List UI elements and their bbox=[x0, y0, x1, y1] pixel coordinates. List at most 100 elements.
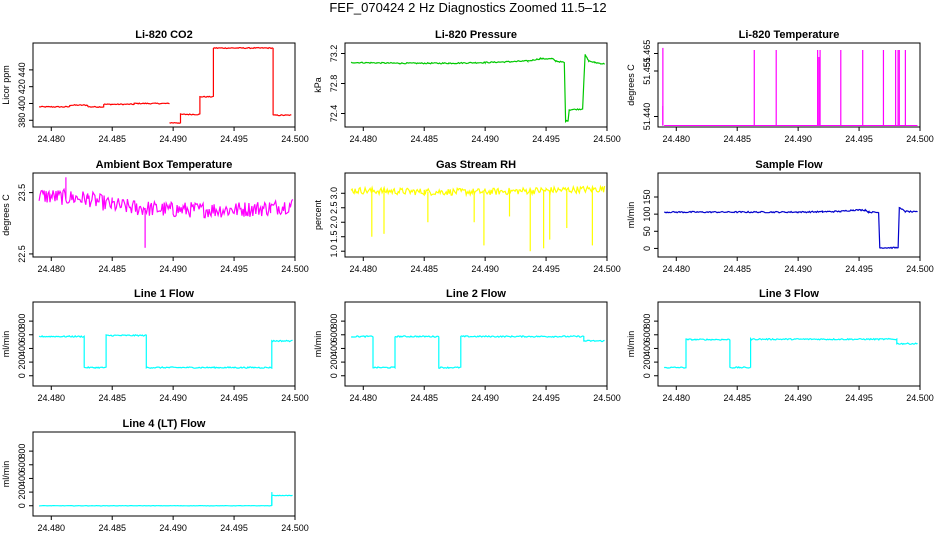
x-tick-label: 24.485 bbox=[410, 134, 438, 144]
series-line bbox=[169, 46, 292, 124]
y-tick-label: 600 bbox=[329, 327, 339, 342]
y-tick-label: 380 bbox=[17, 113, 27, 128]
series-line bbox=[664, 336, 918, 369]
y-tick-label: 200 bbox=[642, 355, 652, 370]
x-tick-label: 24.500 bbox=[281, 393, 309, 403]
x-tick-label: 24.490 bbox=[159, 523, 187, 533]
panel-8: Line 2 Flow ml/min 24.480 24.485 24.490 24.49… bbox=[313, 288, 621, 403]
panel-3: Li-820 Temperature degrees C 24.480 24.485 2… bbox=[626, 29, 934, 144]
series-layer bbox=[350, 335, 605, 370]
x-tick-label: 24.490 bbox=[784, 134, 812, 144]
x-tick-label: 24.480 bbox=[350, 264, 378, 274]
series-line bbox=[350, 54, 606, 123]
y-tick-label: 200 bbox=[17, 485, 27, 500]
x-tick-label: 24.500 bbox=[906, 393, 934, 403]
plot-frame bbox=[657, 301, 921, 387]
y-tick-label: 100 bbox=[642, 207, 652, 222]
series-line bbox=[38, 494, 293, 507]
x-tick-label: 24.480 bbox=[663, 134, 691, 144]
panel-title: Sample Flow bbox=[755, 159, 823, 171]
x-tick-label: 24.495 bbox=[532, 264, 560, 274]
x-tick-label: 24.485 bbox=[723, 264, 751, 274]
y-tick-label: 400 bbox=[329, 341, 339, 356]
y-axis-label: percent bbox=[313, 199, 323, 230]
y-tick-label: 51.440 bbox=[642, 103, 652, 131]
x-tick-label: 24.500 bbox=[593, 134, 621, 144]
series-line bbox=[350, 184, 606, 198]
x-tick-label: 24.490 bbox=[471, 264, 499, 274]
y-tick-label: 72.4 bbox=[329, 105, 339, 123]
panel-title: Gas Stream RH bbox=[436, 159, 516, 171]
x-tick-label: 24.495 bbox=[532, 134, 560, 144]
x-tick-label: 24.500 bbox=[281, 134, 309, 144]
y-tick-label: 0 bbox=[642, 246, 652, 251]
y-tick-label: 800 bbox=[17, 444, 27, 459]
x-tick-label: 24.480 bbox=[350, 134, 378, 144]
y-axis-label: Licor ppm bbox=[1, 65, 11, 105]
series-layer bbox=[38, 46, 292, 124]
x-tick-label: 24.495 bbox=[845, 134, 873, 144]
x-tick-label: 24.480 bbox=[38, 393, 66, 403]
plot-frame bbox=[32, 301, 296, 387]
x-tick-label: 24.490 bbox=[159, 264, 187, 274]
panel-title: Li-820 Pressure bbox=[435, 29, 517, 41]
y-tick-label: 0 bbox=[642, 373, 652, 378]
x-tick-label: 24.485 bbox=[98, 393, 126, 403]
series-line bbox=[38, 187, 294, 219]
y-tick-label: 600 bbox=[642, 327, 652, 342]
x-tick-label: 24.500 bbox=[281, 523, 309, 533]
series-layer bbox=[38, 177, 294, 248]
panel-6: Sample Flow ml/min 24.480 24.485 24.490 24.49… bbox=[626, 159, 934, 274]
series-layer bbox=[350, 54, 606, 123]
series-layer bbox=[38, 334, 293, 370]
y-tick-label: 2.5 bbox=[329, 202, 339, 215]
x-tick-label: 24.480 bbox=[38, 264, 66, 274]
panel-title: Line 2 Flow bbox=[446, 288, 506, 300]
plot-frame bbox=[657, 172, 921, 258]
y-tick-label: 800 bbox=[17, 314, 27, 329]
y-tick-label: 1.0 bbox=[329, 245, 339, 258]
x-tick-label: 24.495 bbox=[220, 264, 248, 274]
x-tick-label: 24.490 bbox=[784, 264, 812, 274]
y-tick-label: 23.5 bbox=[17, 184, 27, 202]
series-layer bbox=[664, 336, 918, 369]
x-tick-label: 24.490 bbox=[159, 393, 187, 403]
series-line bbox=[38, 334, 293, 370]
panel-7: Line 1 Flow ml/min 24.480 24.485 24.490 24.49… bbox=[1, 288, 309, 403]
panel-9: Line 3 Flow ml/min 24.480 24.485 24.490 24.49… bbox=[626, 288, 934, 403]
x-tick-label: 24.480 bbox=[38, 134, 66, 144]
series-line bbox=[350, 335, 605, 370]
x-tick-label: 24.480 bbox=[350, 393, 378, 403]
y-tick-label: 440 bbox=[17, 62, 27, 77]
plot-frame bbox=[344, 42, 608, 128]
plot-frame bbox=[344, 301, 608, 387]
x-tick-label: 24.500 bbox=[906, 134, 934, 144]
y-tick-label: 150 bbox=[642, 189, 652, 204]
x-tick-label: 24.480 bbox=[663, 264, 691, 274]
x-tick-label: 24.480 bbox=[38, 523, 66, 533]
x-tick-label: 24.485 bbox=[98, 134, 126, 144]
y-tick-label: 400 bbox=[642, 341, 652, 356]
y-tick-label: 73.2 bbox=[329, 45, 339, 63]
y-axis-label: kPa bbox=[313, 77, 323, 93]
y-tick-label: 0 bbox=[17, 503, 27, 508]
panel-title: Ambient Box Temperature bbox=[96, 159, 233, 171]
plot-frame bbox=[344, 172, 608, 258]
y-axis-label: ml/min bbox=[1, 461, 11, 488]
panel-title: Li-820 Temperature bbox=[739, 29, 840, 41]
x-tick-label: 24.490 bbox=[784, 393, 812, 403]
x-tick-label: 24.495 bbox=[220, 134, 248, 144]
x-tick-label: 24.500 bbox=[593, 264, 621, 274]
x-tick-label: 24.485 bbox=[98, 264, 126, 274]
series-layer bbox=[662, 47, 918, 126]
panel-title: Line 4 (LT) Flow bbox=[123, 418, 206, 430]
x-tick-label: 24.500 bbox=[593, 393, 621, 403]
panel-10: Line 4 (LT) Flow ml/min 24.480 24.485 24.490… bbox=[1, 418, 309, 533]
y-tick-label: 800 bbox=[642, 314, 652, 329]
x-tick-label: 24.495 bbox=[845, 264, 873, 274]
x-tick-label: 24.490 bbox=[159, 134, 187, 144]
y-tick-label: 420 bbox=[17, 79, 27, 94]
x-tick-label: 24.495 bbox=[532, 393, 560, 403]
series-line bbox=[664, 206, 918, 250]
y-tick-label: 0 bbox=[329, 373, 339, 378]
